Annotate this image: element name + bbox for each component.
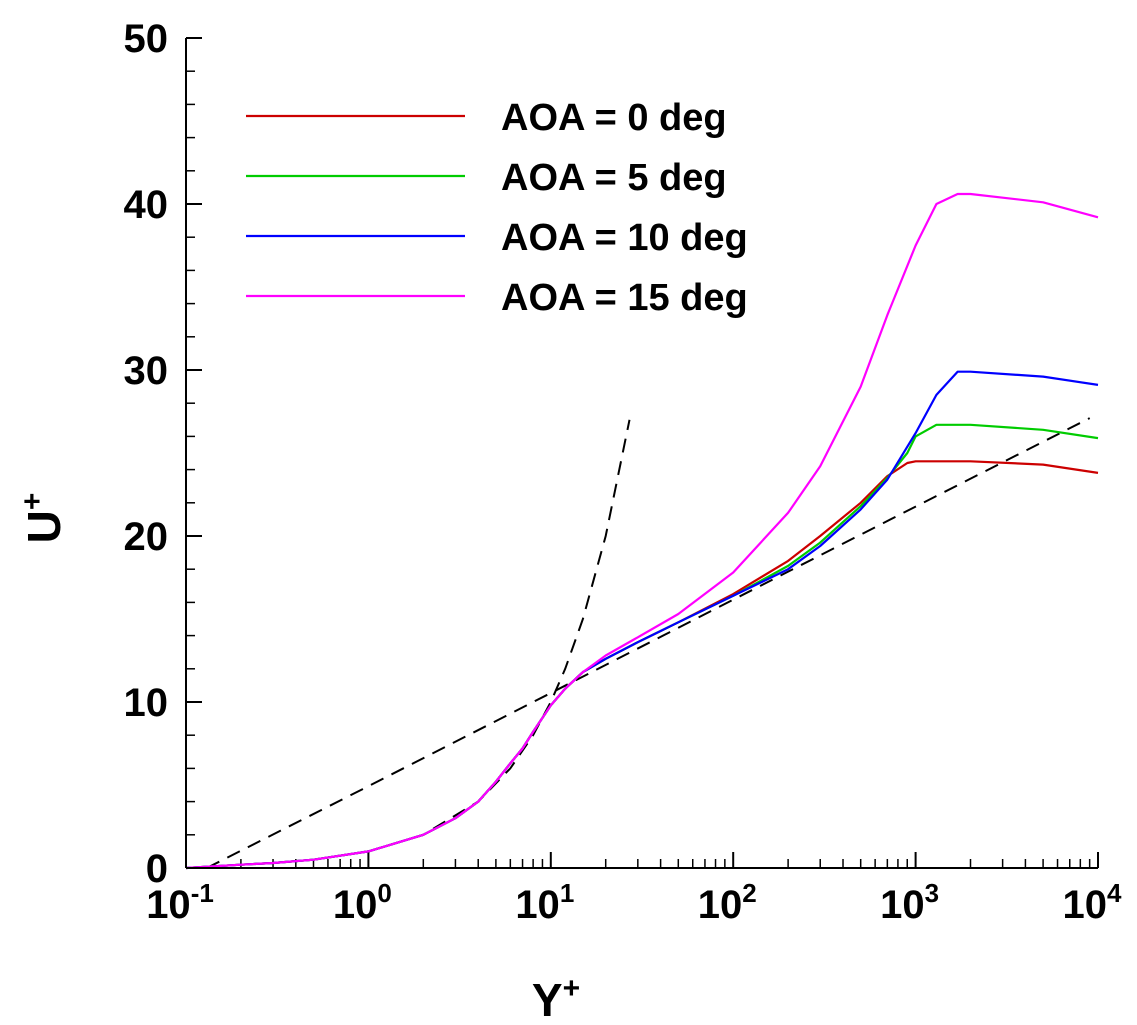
- series-lines: [185, 192, 1099, 870]
- y-tick-label: 50: [124, 17, 169, 61]
- x-tick-label: 103: [880, 878, 939, 927]
- tick-labels: 10-1 100 101 102 103 104 0 10 20 30 40 50: [124, 17, 1123, 927]
- x-axis-title: Y+: [532, 972, 580, 1025]
- series-line-3: [185, 192, 1099, 870]
- series-line-0: [185, 460, 1099, 870]
- y-tick-label: 10: [124, 681, 169, 725]
- x-tick-label: 101: [515, 878, 574, 927]
- legend-label: AOA = 10 deg: [501, 217, 748, 259]
- reference-line-viscous-sublayer: [368, 419, 631, 853]
- legend-label: AOA = 15 deg: [501, 277, 748, 319]
- reference-lines: [206, 417, 1091, 869]
- series-line-2: [185, 370, 1099, 870]
- legend-label: AOA = 5 deg: [501, 157, 727, 199]
- y-tick-label: 30: [124, 349, 169, 393]
- x-tick-label: 100: [333, 878, 392, 927]
- axes: [185, 38, 1098, 869]
- x-tick-label: 102: [698, 878, 757, 927]
- y-tick-label: 20: [124, 515, 169, 559]
- y-axis-title: U+: [16, 493, 70, 544]
- y-tick-label: 40: [124, 183, 169, 227]
- x-tick-label: 104: [1063, 878, 1123, 927]
- reference-line-log-law: [206, 417, 1091, 869]
- x-tick-label: 10-1: [146, 878, 214, 927]
- y-tick-label: 0: [146, 847, 168, 891]
- legend-label: AOA = 0 deg: [501, 97, 727, 139]
- legend: AOA = 0 deg AOA = 5 deg AOA = 10 deg AOA = …: [246, 97, 748, 319]
